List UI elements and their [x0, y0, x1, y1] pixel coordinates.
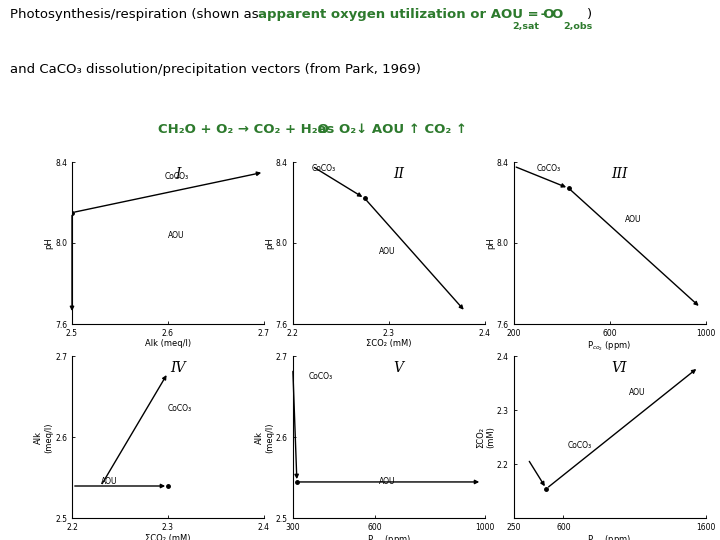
Text: CoCO₃: CoCO₃: [312, 164, 336, 173]
Text: 2,sat: 2,sat: [513, 22, 539, 31]
Text: III: III: [611, 167, 627, 181]
Text: Photosynthesis/respiration (shown as: Photosynthesis/respiration (shown as: [10, 8, 263, 21]
Text: CH₂O + O₂ → CO₂ + H₂O: CH₂O + O₂ → CO₂ + H₂O: [158, 123, 329, 136]
Text: CoCO₃: CoCO₃: [567, 441, 592, 450]
Text: and CaCO₃ dissolution/precipitation vectors (from Park, 1969): and CaCO₃ dissolution/precipitation vect…: [10, 63, 421, 76]
Text: V: V: [393, 361, 403, 375]
Text: CoCO₃: CoCO₃: [308, 372, 333, 381]
Text: CoCO₃: CoCO₃: [164, 172, 189, 181]
X-axis label: P$_{co_2}$ (ppm): P$_{co_2}$ (ppm): [588, 339, 631, 353]
Y-axis label: pH: pH: [266, 237, 274, 249]
Text: 2,obs: 2,obs: [563, 22, 593, 31]
X-axis label: Alk (meq/l): Alk (meq/l): [145, 339, 191, 348]
Text: AOU: AOU: [168, 231, 184, 240]
Text: IV: IV: [170, 361, 185, 375]
Y-axis label: pH: pH: [45, 237, 53, 249]
Text: CoCO₃: CoCO₃: [168, 404, 192, 413]
Text: AOU: AOU: [379, 477, 396, 486]
X-axis label: P$_{co_2}$ (ppm): P$_{co_2}$ (ppm): [366, 534, 411, 540]
Text: AOU: AOU: [101, 477, 117, 486]
Text: AOU: AOU: [629, 388, 645, 397]
Y-axis label: Alk
(meq/l): Alk (meq/l): [35, 422, 54, 453]
Text: AOU: AOU: [625, 214, 642, 224]
Text: ): ): [588, 8, 593, 21]
Text: II: II: [393, 167, 404, 181]
Text: VI: VI: [611, 361, 627, 375]
X-axis label: ΣCO₂ (mM): ΣCO₂ (mM): [366, 339, 412, 348]
X-axis label: ΣCO₂ (mM): ΣCO₂ (mM): [145, 534, 191, 540]
Text: – O: – O: [536, 8, 564, 21]
Text: as O₂↓ AOU ↑ CO₂ ↑: as O₂↓ AOU ↑ CO₂ ↑: [299, 123, 467, 136]
Text: I: I: [175, 167, 180, 181]
Text: apparent oxygen utilization or AOU = O: apparent oxygen utilization or AOU = O: [258, 8, 554, 21]
Text: CoCO₃: CoCO₃: [536, 164, 561, 173]
Y-axis label: Alk
(meq/l): Alk (meq/l): [255, 422, 274, 453]
X-axis label: P$_{co_2}$ (ppm): P$_{co_2}$ (ppm): [588, 534, 631, 540]
Text: AOU: AOU: [379, 247, 396, 256]
Y-axis label: ΣCO₂
(mM): ΣCO₂ (mM): [476, 427, 495, 448]
Y-axis label: pH: pH: [486, 237, 495, 249]
